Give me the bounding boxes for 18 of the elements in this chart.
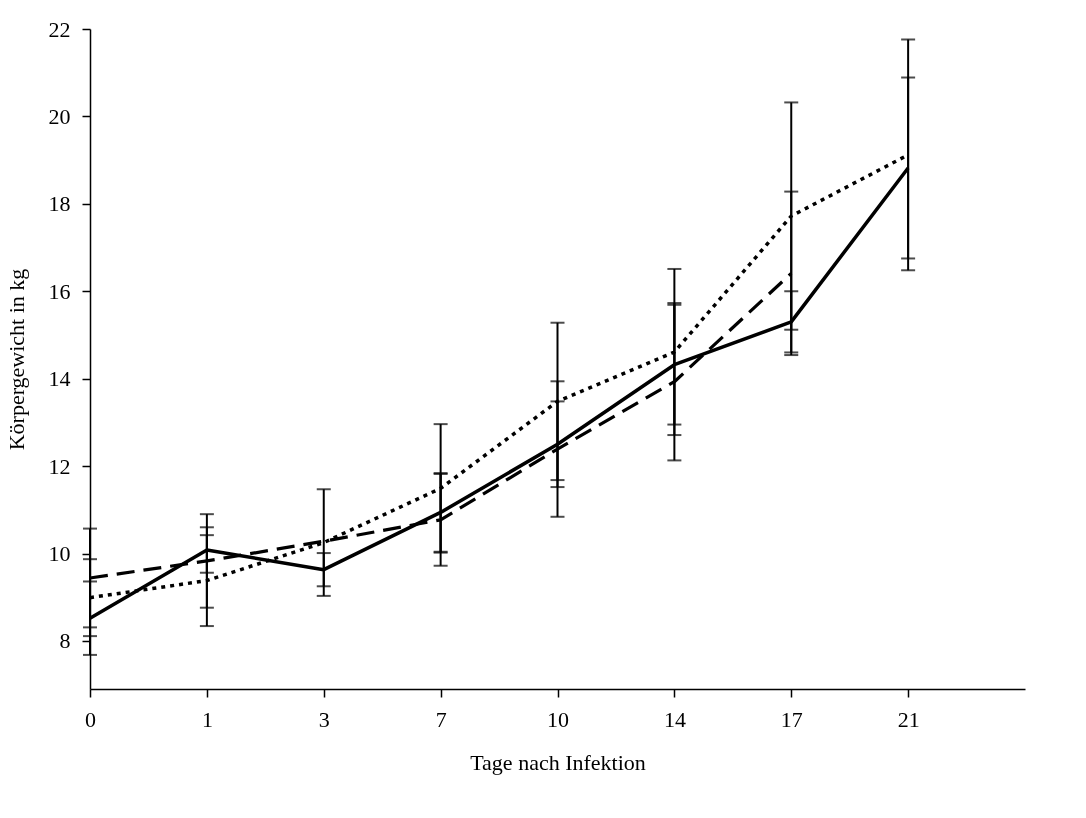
x-tick-label: 10 <box>547 706 569 732</box>
x-tick-label: 3 <box>318 706 330 732</box>
x-tick-label: 0 <box>85 706 96 732</box>
x-tick-label: 14 <box>663 706 686 732</box>
y-tick-label: 18 <box>48 191 71 217</box>
y-tick-label: 12 <box>48 453 71 479</box>
y-tick-label: 8 <box>59 628 71 654</box>
y-tick-label: 22 <box>48 16 71 42</box>
y-tick-label: 20 <box>48 103 71 129</box>
y-tick-label: 14 <box>48 366 71 392</box>
x-tick-label: 1 <box>201 706 213 732</box>
x-tick-label: 7 <box>435 706 447 732</box>
x-axis-title: Tage nach Infektion <box>470 749 646 775</box>
y-tick-label: 10 <box>48 541 71 566</box>
y-axis-title: Körpergewicht in kg <box>3 268 29 451</box>
x-tick-label: 21 <box>897 706 920 732</box>
y-tick-label: 16 <box>48 278 71 304</box>
x-tick-label: 17 <box>780 706 803 732</box>
